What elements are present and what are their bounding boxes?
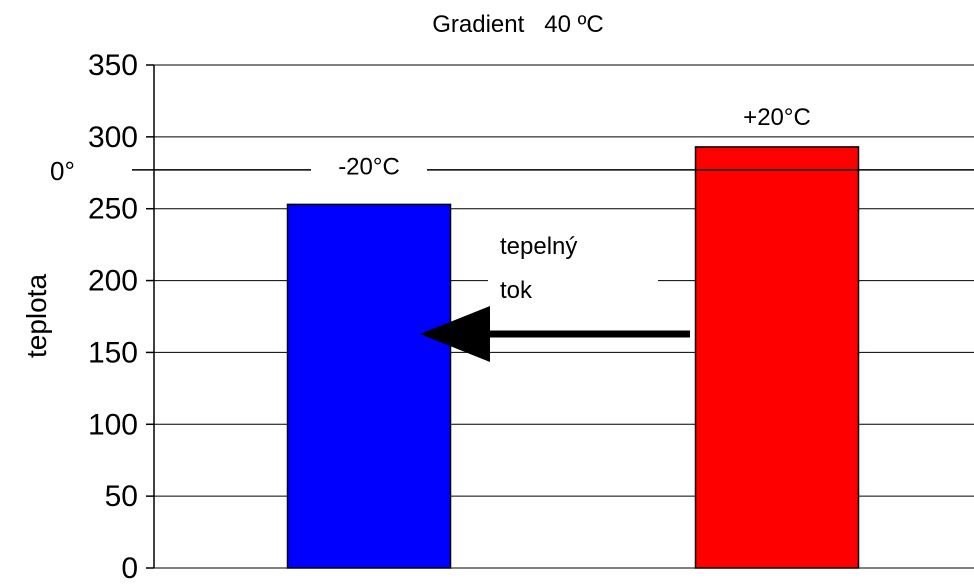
y-tick-label: 350	[88, 49, 138, 82]
y-axis-ticks: 0 50 100 150 200 250 300 350	[88, 49, 154, 585]
chart-title: Gradient 40 ºC	[432, 11, 604, 38]
annotation-line1: tepelný	[500, 233, 577, 260]
reference-line-label: 0°	[50, 156, 75, 186]
reference-label-background	[46, 155, 86, 186]
bar	[286, 203, 452, 569]
data-label: +20°C	[743, 104, 811, 131]
y-tick-label: 50	[105, 480, 138, 513]
data-label-background	[719, 100, 835, 131]
bars	[286, 146, 860, 569]
data-labels: -20°C +20°C	[311, 100, 835, 181]
y-tick-label: 0	[121, 552, 138, 585]
y-axis-label: teplota	[21, 274, 52, 358]
annotation-background	[488, 228, 658, 310]
data-label-background	[311, 150, 427, 181]
y-tick-label: 300	[88, 121, 138, 154]
data-label: -20°C	[338, 153, 400, 180]
bar	[694, 146, 860, 569]
y-tick-label: 250	[88, 193, 138, 226]
y-tick-label: 150	[88, 336, 138, 369]
y-tick-label: 100	[88, 408, 138, 441]
y-tick-label: 200	[88, 265, 138, 298]
annotation-line2: tok	[500, 277, 533, 304]
